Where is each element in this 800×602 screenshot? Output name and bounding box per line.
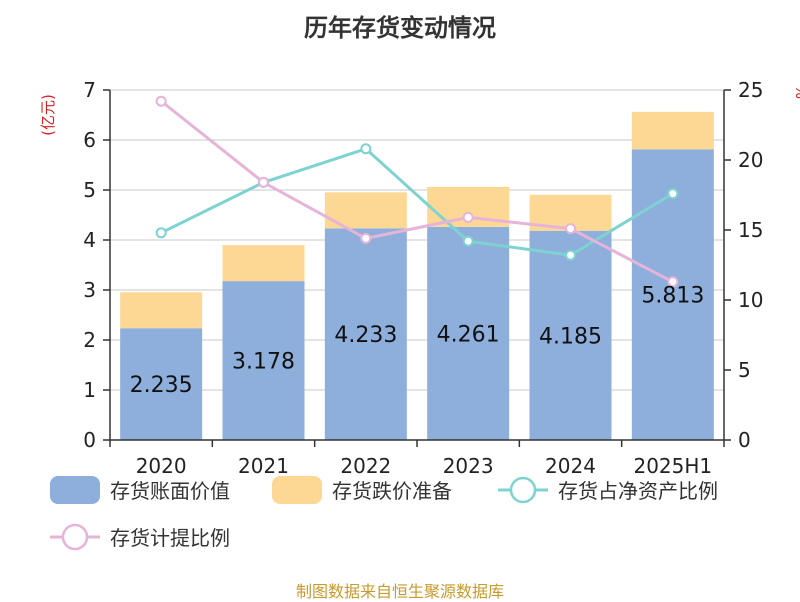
line-series bbox=[155, 95, 679, 288]
bar bbox=[529, 230, 612, 440]
data-label: 2.235 bbox=[130, 373, 193, 398]
bar bbox=[222, 245, 305, 282]
data-label: 4.185 bbox=[539, 324, 602, 349]
left-axis-tick-label: 6 bbox=[83, 128, 96, 152]
legend-label: 存货跌价准备 bbox=[332, 479, 452, 503]
right-axis-tick-label: 10 bbox=[738, 288, 763, 312]
data-labels: 2.235 3.178 4.233 4.261 4.185 5.813 bbox=[130, 284, 705, 398]
series-point bbox=[565, 223, 576, 235]
bar bbox=[427, 226, 510, 440]
series-point bbox=[667, 188, 679, 200]
data-label: 3.178 bbox=[232, 350, 295, 375]
data-label: 4.261 bbox=[437, 322, 500, 347]
x-axis-tick-label: 2023 bbox=[443, 454, 494, 478]
bar bbox=[120, 292, 203, 329]
left-axis-tick-label: 5 bbox=[83, 178, 96, 202]
left-axis-tick-label: 4 bbox=[83, 228, 96, 252]
right-axis-tick-label: 20 bbox=[738, 148, 763, 172]
bar bbox=[631, 111, 714, 150]
series-point bbox=[667, 276, 679, 288]
right-axis-tick-label: 0 bbox=[738, 428, 751, 452]
series-point bbox=[360, 232, 372, 244]
bar bbox=[324, 228, 407, 440]
bar bbox=[120, 328, 203, 440]
series-point bbox=[360, 143, 372, 155]
series-line bbox=[160, 147, 674, 257]
data-label: 5.813 bbox=[641, 284, 704, 309]
axes: 0 1 2 3 4 5 6 7 0 5 10 15 20 25 (亿元)% 2020 2021 2022 2023 2… bbox=[39, 78, 800, 478]
data-label: 4.233 bbox=[334, 323, 397, 348]
left-axis-tick-label: 0 bbox=[83, 428, 96, 452]
bar-series bbox=[120, 111, 714, 440]
series-point bbox=[258, 176, 269, 188]
x-axis-tick-label: 2024 bbox=[545, 454, 596, 478]
right-axis-tick-label: 5 bbox=[738, 358, 751, 382]
legend-marker bbox=[509, 476, 537, 504]
right-axis-tick-label: 15 bbox=[738, 218, 763, 242]
series-point bbox=[462, 211, 474, 223]
left-axis-tick-label: 2 bbox=[83, 328, 96, 352]
right-axis-label: % bbox=[792, 85, 800, 99]
legend-swatch bbox=[272, 476, 322, 504]
series-point bbox=[565, 249, 576, 261]
x-axis-tick-label: 2025H1 bbox=[633, 454, 712, 478]
legend-marker bbox=[61, 523, 89, 551]
series-point bbox=[155, 95, 167, 107]
left-axis-tick-label: 1 bbox=[83, 378, 96, 402]
right-axis-tick-label: 25 bbox=[738, 78, 763, 102]
left-axis-label: (亿元) bbox=[39, 94, 57, 136]
source-footer: 制图数据来自恒生聚源数据库 bbox=[295, 582, 504, 601]
x-axis-tick-label: 2022 bbox=[340, 454, 391, 478]
series-point bbox=[462, 235, 474, 247]
chart-title: 历年存货变动情况 bbox=[304, 14, 496, 42]
bar bbox=[222, 281, 305, 440]
series-line bbox=[160, 100, 674, 284]
legend-swatch bbox=[50, 476, 100, 504]
legend-label: 存货计提比例 bbox=[110, 526, 230, 550]
gridlines bbox=[110, 89, 724, 391]
x-axis-tick-label: 2021 bbox=[238, 454, 289, 478]
left-axis-tick-label: 7 bbox=[83, 78, 96, 102]
legend-label: 存货占净资产比例 bbox=[558, 479, 718, 503]
legend-label: 存货账面价值 bbox=[110, 479, 230, 503]
left-axis-tick-label: 3 bbox=[83, 278, 96, 302]
x-axis-tick-label: 2020 bbox=[136, 454, 187, 478]
series-point bbox=[155, 227, 167, 239]
